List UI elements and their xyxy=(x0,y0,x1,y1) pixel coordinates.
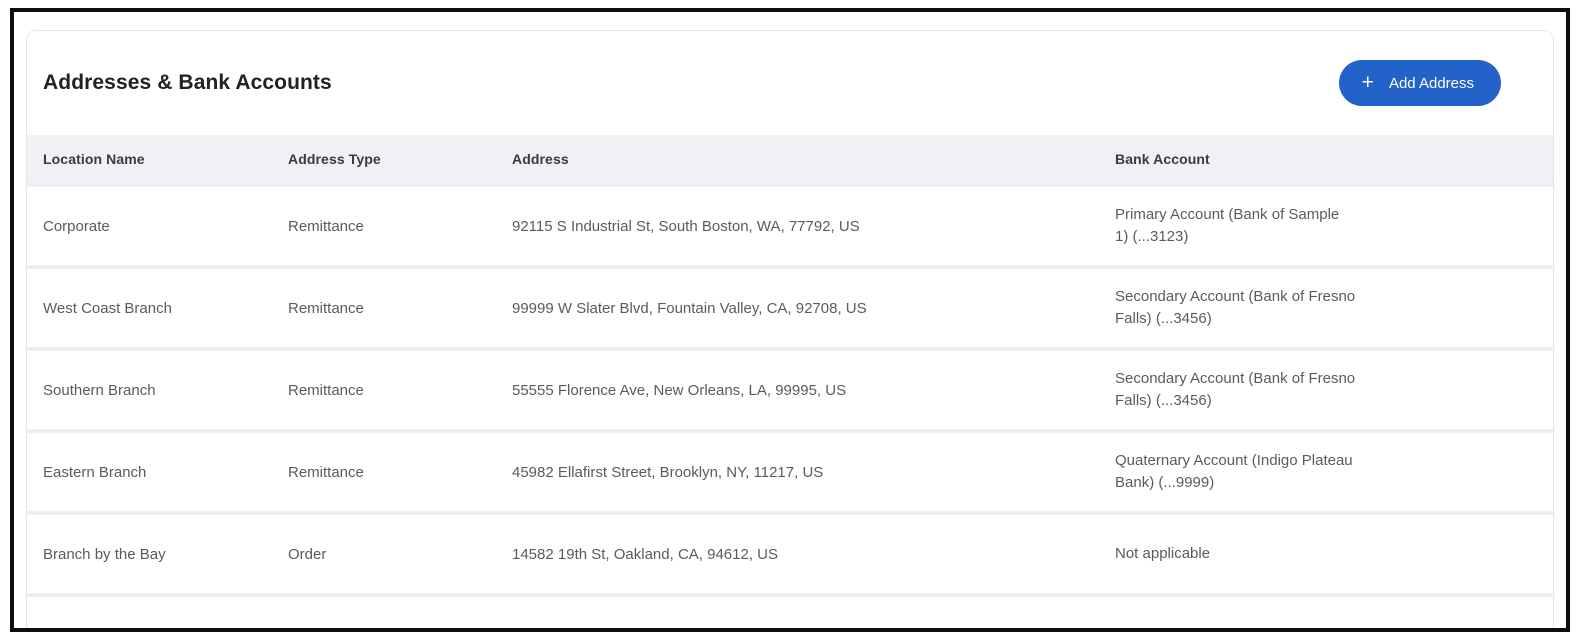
column-header-bank-account: Bank Account xyxy=(1115,151,1210,167)
cell-address-type: Remittance xyxy=(288,381,364,399)
table-row: Branch by the Bay Order 14582 19th St, O… xyxy=(27,515,1553,597)
column-header-location-name: Location Name xyxy=(43,151,145,167)
cell-location-name: Corporate xyxy=(43,217,110,235)
cell-bank-account: Secondary Account (Bank of Fresno Falls)… xyxy=(1115,370,1356,409)
cell-location-name: West Coast Branch xyxy=(43,299,172,317)
cell-bank-account: Quaternary Account (Indigo Plateau Bank)… xyxy=(1115,452,1353,491)
cell-location-name: Southern Branch xyxy=(43,381,156,399)
cell-bank-account: Not applicable xyxy=(1115,545,1211,563)
cell-address-type: Remittance xyxy=(288,299,364,317)
cell-location-name: Eastern Branch xyxy=(43,463,147,481)
cell-location-name: Branch by the Bay xyxy=(43,545,166,563)
column-header-address-type: Address Type xyxy=(288,151,381,167)
plus-icon: + xyxy=(1361,70,1374,94)
table-row: Corporate Remittance 92115 S Industrial … xyxy=(27,187,1553,269)
table-header-row: Location Name Address Type Address Bank … xyxy=(27,135,1553,187)
cell-address: 14582 19th St, Oakland, CA, 94612, US xyxy=(512,545,779,563)
cell-address: 45982 Ellafirst Street, Brooklyn, NY, 11… xyxy=(512,463,824,481)
add-address-label: Add Address xyxy=(1388,74,1474,92)
addresses-card: Addresses & Bank Accounts + Add Address … xyxy=(26,30,1554,628)
add-address-button[interactable]: + Add Address xyxy=(1338,60,1501,106)
cell-address-type: Order xyxy=(288,545,327,563)
card-header: Addresses & Bank Accounts + Add Address xyxy=(27,31,1553,135)
cell-address: 99999 W Slater Blvd, Fountain Valley, CA… xyxy=(512,299,867,317)
table-row: West Coast Branch Remittance 99999 W Sla… xyxy=(27,269,1553,351)
clipped-next-row xyxy=(27,597,1553,628)
page-title: Addresses & Bank Accounts xyxy=(43,71,332,94)
cell-address: 92115 S Industrial St, South Boston, WA,… xyxy=(512,217,860,235)
cell-address-type: Remittance xyxy=(288,217,364,235)
table-row: Eastern Branch Remittance 45982 Ellafirs… xyxy=(27,433,1553,515)
column-header-address: Address xyxy=(512,151,569,167)
screenshot-frame: Addresses & Bank Accounts + Add Address … xyxy=(10,8,1570,632)
cell-address-type: Remittance xyxy=(288,463,364,481)
table-row: Southern Branch Remittance 55555 Florenc… xyxy=(27,351,1553,433)
cell-bank-account: Secondary Account (Bank of Fresno Falls)… xyxy=(1115,288,1356,327)
cell-address: 55555 Florence Ave, New Orleans, LA, 999… xyxy=(512,381,847,399)
cell-bank-account: Primary Account (Bank of Sample 1) (...3… xyxy=(1115,206,1340,245)
